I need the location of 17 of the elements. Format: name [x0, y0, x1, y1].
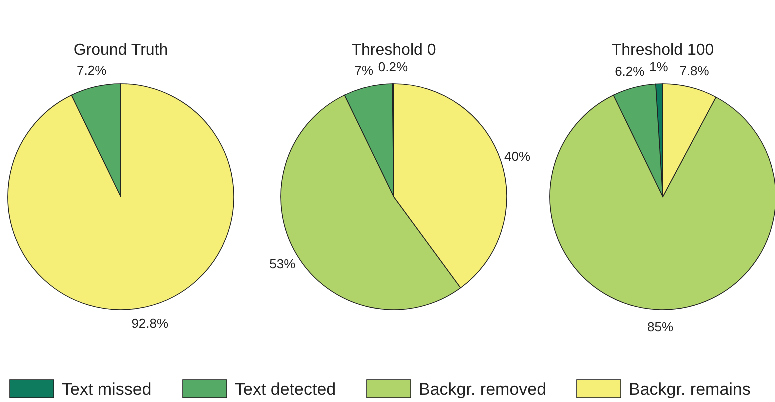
data-label: 40% — [504, 149, 531, 164]
data-label: 53% — [270, 256, 296, 272]
legend-label: Text detected — [235, 380, 336, 399]
chart-title: Threshold 100 — [612, 42, 714, 59]
legend-label: Backgr. remains — [629, 380, 751, 399]
data-label: 85% — [648, 320, 674, 335]
legend-label: Backgr. removed — [419, 380, 547, 399]
legend-label: Text missed — [62, 380, 152, 399]
data-label: 1% — [650, 60, 669, 75]
data-label: 7.8% — [680, 63, 710, 78]
data-label: 0.2% — [378, 60, 408, 75]
data-label: 7.2% — [77, 62, 108, 78]
chart-title: Ground Truth — [74, 42, 168, 59]
data-label: 92.8% — [132, 316, 170, 332]
data-label: 7% — [354, 63, 374, 78]
data-label: 6.2% — [615, 64, 646, 79]
chart-title: Threshold 0 — [352, 42, 436, 59]
